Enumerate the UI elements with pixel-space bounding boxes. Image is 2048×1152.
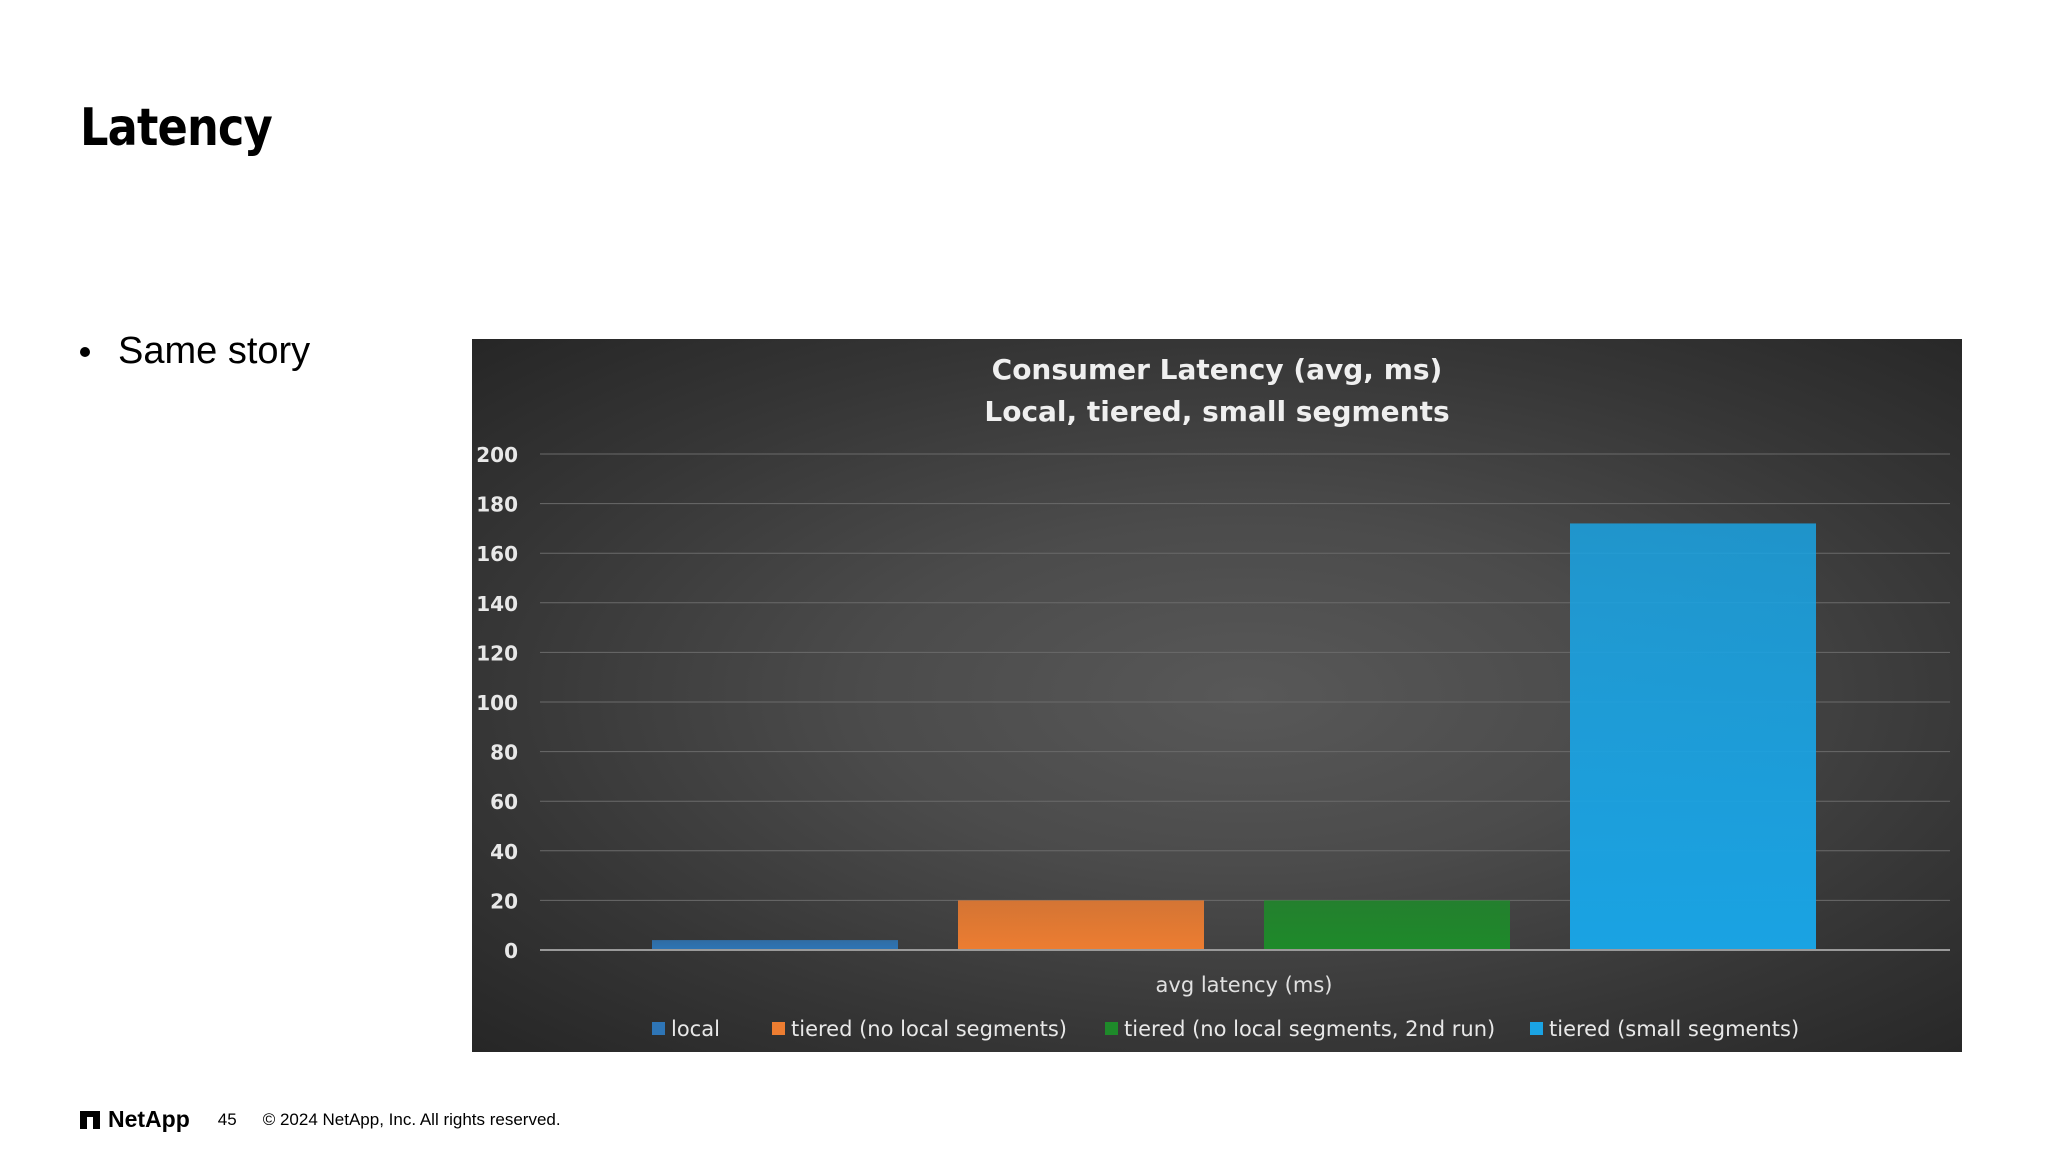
bullet-text: Same story: [118, 330, 311, 372]
y-tick-label: 80: [490, 741, 518, 765]
y-tick-label: 160: [476, 542, 518, 566]
legend-swatch: [1530, 1022, 1543, 1035]
y-tick-label: 40: [490, 840, 518, 864]
bar-tiered-no-local-segments-2nd-run-: [1264, 900, 1510, 950]
bar-local: [652, 940, 898, 950]
copyright-text: © 2024 NetApp, Inc. All rights reserved.: [262, 1109, 561, 1129]
chart-title: Consumer Latency (avg, ms): [991, 353, 1443, 386]
y-tick-label: 0: [504, 939, 518, 963]
bar-tiered-small-segments-: [1570, 523, 1816, 950]
netapp-logo-text: NetApp: [108, 1106, 190, 1132]
legend-label: tiered (no local segments, 2nd run): [1124, 1017, 1495, 1041]
page-number: 45: [217, 1109, 237, 1129]
y-tick-label: 180: [476, 493, 518, 517]
y-tick-label: 200: [476, 443, 518, 467]
chart-panel: Consumer Latency (avg, ms) Local, tiered…: [472, 339, 1962, 1052]
x-axis-label: avg latency (ms): [1156, 973, 1333, 997]
y-tick-label: 140: [476, 592, 518, 616]
y-tick-label: 60: [490, 790, 518, 814]
y-tick-label: 20: [490, 889, 518, 913]
chart-subtitle: Local, tiered, small segments: [984, 395, 1450, 428]
legend-swatch: [1105, 1022, 1118, 1035]
legend-label: tiered (no local segments): [791, 1017, 1067, 1041]
bar-chart: 0 20 40 60 80 100 120 140 160 180 200 avg latency (…: [476, 443, 1950, 1041]
slide-title: Latency: [80, 98, 273, 158]
y-tick-label: 120: [476, 641, 518, 665]
netapp-logo-icon: [80, 1110, 100, 1129]
y-tick-label: 100: [476, 691, 518, 715]
bullet-dot-icon: [80, 346, 90, 357]
bullet-item: Same story: [80, 330, 310, 373]
footer: NetApp 45 © 2024 NetApp, Inc. All rights…: [80, 1106, 561, 1133]
legend-swatch: [772, 1022, 785, 1035]
legend-label: tiered (small segments): [1549, 1017, 1799, 1041]
legend-label: local: [671, 1017, 720, 1041]
legend-swatch: [652, 1022, 665, 1035]
bar-tiered-no-local-segments-: [958, 900, 1204, 950]
